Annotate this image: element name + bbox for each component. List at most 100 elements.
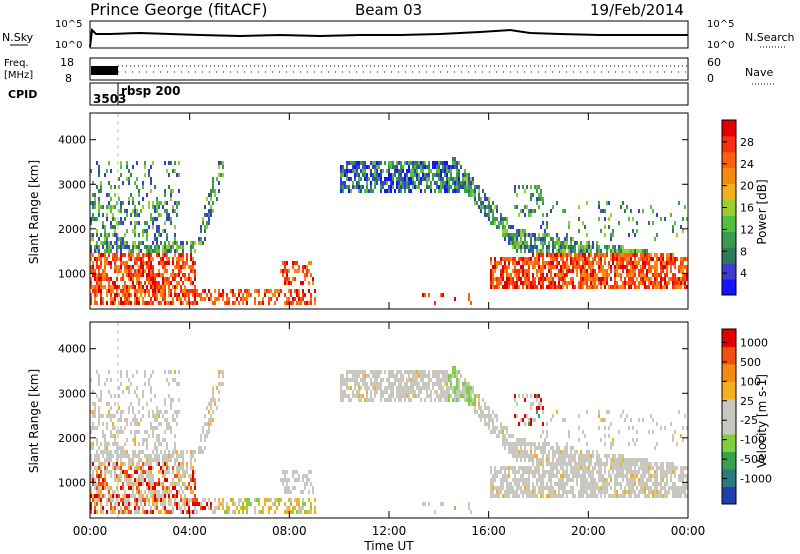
velocity-cell bbox=[148, 466, 150, 470]
velocity-cell bbox=[662, 470, 664, 474]
velocity-cell bbox=[480, 418, 482, 422]
power-cell bbox=[560, 269, 562, 273]
velocity-cell bbox=[168, 370, 170, 374]
velocity-cell bbox=[646, 466, 648, 470]
power-cell bbox=[578, 249, 580, 253]
velocity-cell bbox=[118, 466, 120, 470]
velocity-cell bbox=[130, 466, 132, 470]
velocity-cell bbox=[154, 494, 156, 498]
velocity-cell bbox=[100, 486, 102, 490]
velocity-cell bbox=[106, 486, 108, 490]
power-cell bbox=[654, 269, 656, 273]
velocity-cell bbox=[394, 398, 396, 402]
power-cell bbox=[116, 221, 118, 225]
power-cell bbox=[618, 273, 620, 277]
power-cell bbox=[562, 241, 564, 245]
power-cell bbox=[310, 273, 312, 277]
velocity-cell bbox=[542, 422, 544, 426]
power-cell bbox=[378, 173, 380, 177]
power-cell bbox=[92, 285, 94, 289]
velocity-cell bbox=[494, 470, 496, 474]
velocity-cell bbox=[178, 454, 180, 458]
power-cell bbox=[652, 221, 654, 225]
velocity-cell bbox=[374, 394, 376, 398]
velocity-cell bbox=[122, 502, 124, 506]
velocity-cell bbox=[538, 394, 540, 398]
velocity-cell bbox=[652, 430, 654, 434]
velocity-cell bbox=[566, 446, 568, 450]
velocity-cell bbox=[418, 370, 420, 374]
power-cell bbox=[570, 241, 572, 245]
velocity-cell bbox=[134, 418, 136, 422]
power-cell bbox=[354, 161, 356, 165]
power-cell bbox=[284, 277, 286, 281]
velocity-cell bbox=[118, 454, 120, 458]
velocity-cell bbox=[374, 390, 376, 394]
velocity-cell bbox=[572, 466, 574, 470]
power-cell bbox=[488, 205, 490, 209]
power-cell bbox=[114, 293, 116, 297]
velocity-cell bbox=[494, 474, 496, 478]
power-cell bbox=[580, 249, 582, 253]
power-cell bbox=[504, 225, 506, 229]
power-cell bbox=[148, 205, 150, 209]
velocity-cell bbox=[488, 406, 490, 410]
power-cell bbox=[168, 213, 170, 217]
power-cell bbox=[406, 173, 408, 177]
velocity-cell bbox=[494, 430, 496, 434]
velocity-cell bbox=[436, 390, 438, 394]
velocity-cell bbox=[102, 510, 104, 514]
velocity-cell bbox=[98, 490, 100, 494]
power-cell bbox=[118, 185, 120, 189]
power-cell bbox=[484, 197, 486, 201]
power-cell bbox=[130, 257, 132, 261]
power-cell bbox=[686, 217, 688, 221]
power-cell bbox=[134, 213, 136, 217]
velocity-cell bbox=[106, 442, 108, 446]
power-cell bbox=[262, 297, 264, 301]
velocity-cell bbox=[438, 370, 440, 374]
velocity-cell bbox=[288, 478, 290, 482]
power-cell bbox=[416, 161, 418, 165]
velocity-cell bbox=[412, 378, 414, 382]
velocity-cell bbox=[132, 462, 134, 466]
power-cell bbox=[546, 245, 548, 249]
velocity-cell bbox=[450, 394, 452, 398]
velocity-cell bbox=[192, 450, 194, 454]
power-cell bbox=[126, 241, 128, 245]
velocity-cell bbox=[546, 434, 548, 438]
power-cell bbox=[108, 281, 110, 285]
power-cell bbox=[212, 181, 214, 185]
power-cell bbox=[408, 169, 410, 173]
velocity-cell bbox=[532, 490, 534, 494]
velocity-cell bbox=[206, 406, 208, 410]
power-cell bbox=[494, 269, 496, 273]
power-cell bbox=[100, 277, 102, 281]
power-cell bbox=[672, 261, 674, 265]
power-cell bbox=[154, 293, 156, 297]
power-cell bbox=[372, 173, 374, 177]
velocity-cell bbox=[518, 450, 520, 454]
power-cell bbox=[546, 233, 548, 237]
power-cell bbox=[566, 281, 568, 285]
power-cell bbox=[548, 249, 550, 253]
velocity-cell bbox=[152, 426, 154, 430]
velocity-cell bbox=[106, 378, 108, 382]
velocity-cell bbox=[300, 506, 302, 510]
power-cell bbox=[558, 261, 560, 265]
velocity-cell bbox=[582, 494, 584, 498]
power-cell bbox=[248, 289, 250, 293]
velocity-cell bbox=[602, 486, 604, 490]
power-cell bbox=[106, 237, 108, 241]
power-cell bbox=[480, 209, 482, 213]
velocity-cell bbox=[596, 458, 598, 462]
velocity-cell bbox=[206, 430, 208, 434]
velocity-cell bbox=[376, 382, 378, 386]
power-cell bbox=[516, 193, 518, 197]
power-cell bbox=[448, 189, 450, 193]
velocity-cell bbox=[530, 422, 532, 426]
velocity-cell bbox=[476, 410, 478, 414]
power-cell bbox=[164, 193, 166, 197]
power-cell bbox=[434, 173, 436, 177]
power-cell bbox=[546, 285, 548, 289]
